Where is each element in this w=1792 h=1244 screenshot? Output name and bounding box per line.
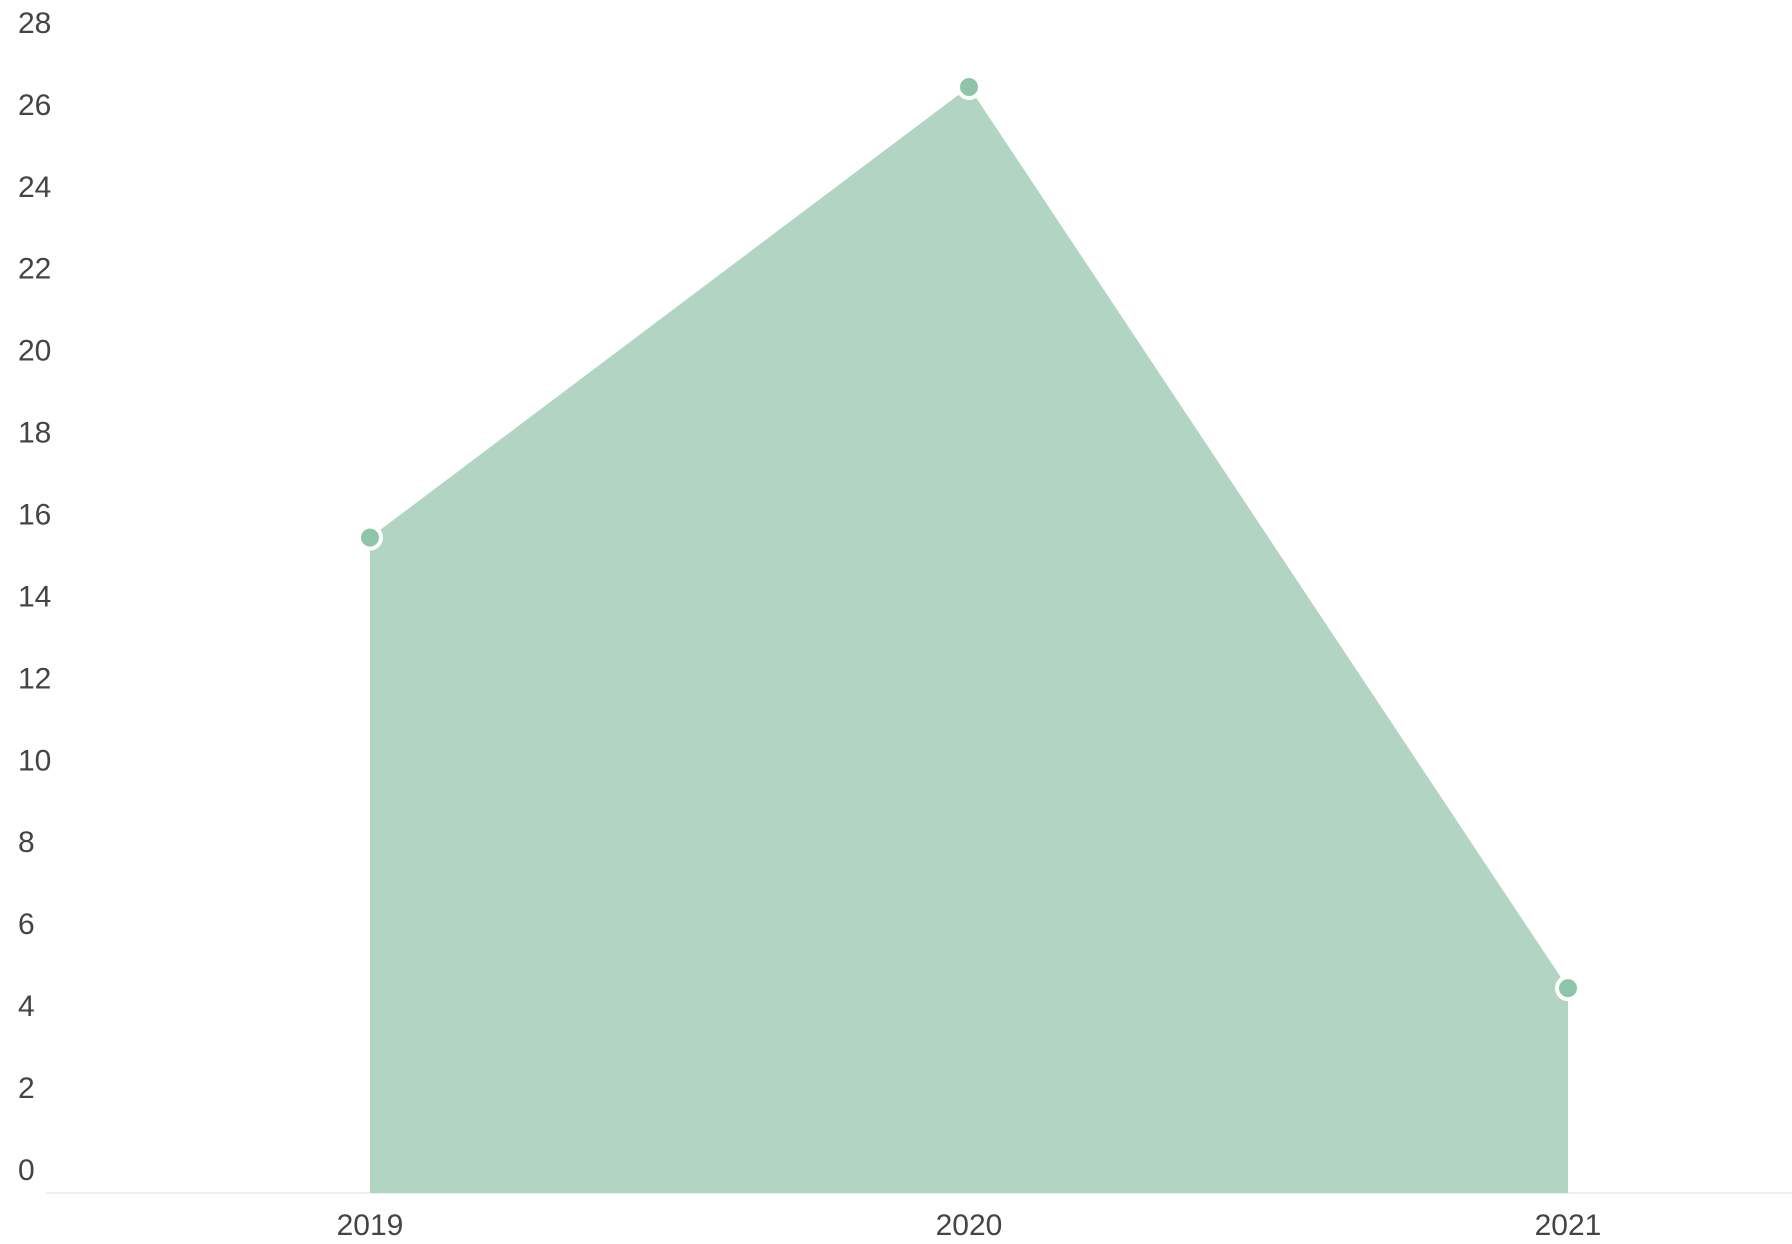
y-tick-label: 18 <box>18 417 51 450</box>
point <box>357 524 383 551</box>
y-tick-label: 22 <box>18 253 51 286</box>
y-tick-label: 28 <box>18 7 51 40</box>
area <box>370 86 1568 1194</box>
y-tick-label: 12 <box>18 662 51 695</box>
y-tick-label: 2 <box>18 1072 35 1105</box>
y-tick-label: 20 <box>18 335 51 368</box>
x-tick-label: 2019 <box>337 1209 404 1242</box>
y-tick-label: 24 <box>18 171 51 204</box>
y-tick-label: 8 <box>18 826 35 859</box>
y-tick-label: 4 <box>18 990 35 1023</box>
y-tick-label: 14 <box>18 580 51 613</box>
y-tick-label: 6 <box>18 908 35 941</box>
y-tick-label: 10 <box>18 744 51 777</box>
point <box>956 73 982 100</box>
x-tick-label: 2020 <box>936 1209 1003 1242</box>
point <box>1555 975 1581 1002</box>
x-tick-label: 2021 <box>1535 1209 1602 1242</box>
y-tick-label: 0 <box>18 1154 35 1187</box>
y-tick-label: 26 <box>18 89 51 122</box>
y-tick-label: 16 <box>18 498 51 531</box>
